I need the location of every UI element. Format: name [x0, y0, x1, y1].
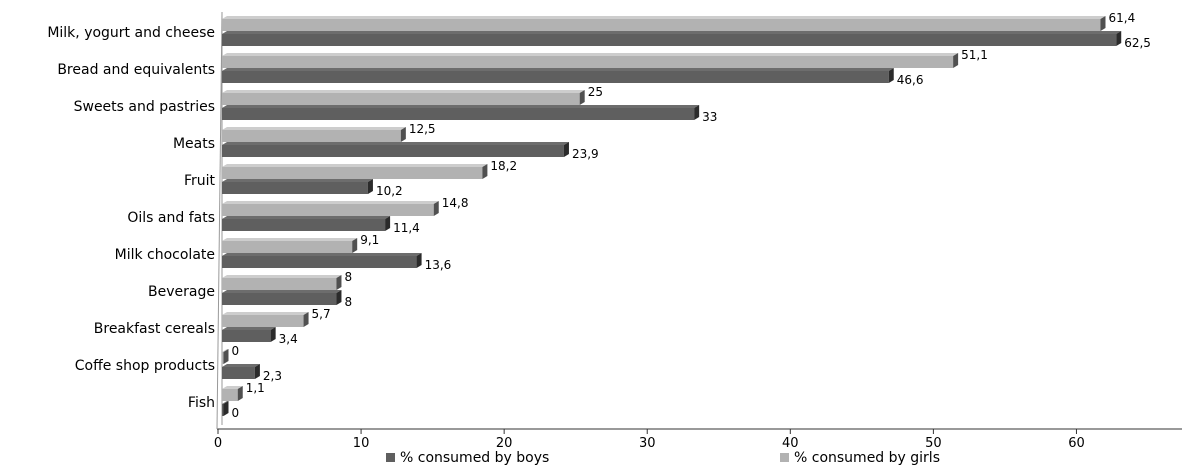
category-label: Milk chocolate: [115, 247, 215, 263]
category-labels: Milk, yogurt and cheese Bread and equival…: [47, 25, 215, 411]
value-label: 8: [344, 270, 352, 284]
bar-boys: [222, 216, 391, 231]
x-tick-label: 30: [639, 436, 656, 451]
value-label: 13,6: [425, 258, 452, 272]
value-label: 9,1: [360, 233, 379, 247]
value-label: 0: [232, 406, 240, 420]
value-label: 14,8: [442, 196, 469, 210]
bar-girls: [222, 201, 439, 216]
chart-bars: 61,4 62,5 51,1 46,6 25 33 12,5 23,9 18,2 10,2 14,8…: [222, 11, 1151, 420]
value-label: 3,4: [279, 332, 298, 346]
bar-girls: [222, 386, 243, 401]
bar-girls: [222, 238, 358, 253]
value-label: 5,7: [312, 307, 331, 321]
bar-boys: [222, 253, 422, 268]
category-label: Sweets and pastries: [74, 99, 215, 115]
value-label: 2,3: [263, 369, 282, 383]
x-axis-ticks: 0 10 20 30 40 50 60: [214, 429, 1085, 451]
bar-boys: [222, 290, 342, 305]
value-label: 18,2: [490, 159, 517, 173]
value-label: 33: [702, 110, 717, 124]
category-label: Meats: [173, 136, 215, 152]
bar-boys: [222, 401, 229, 416]
value-label: 51,1: [961, 48, 988, 62]
category-label: Oils and fats: [127, 210, 215, 226]
category-label: Beverage: [148, 284, 215, 300]
x-tick-label: 60: [1068, 436, 1085, 451]
category-label: Bread and equivalents: [57, 62, 215, 78]
bar-girls: [222, 349, 229, 364]
legend-swatch-boys: [386, 453, 395, 462]
value-label: 11,4: [393, 221, 420, 235]
value-label: 62,5: [1124, 36, 1151, 50]
bar-girls: [222, 275, 342, 290]
x-tick-label: 40: [782, 436, 799, 451]
bar-boys: [222, 105, 700, 120]
legend-label-boys: % consumed by boys: [400, 450, 549, 466]
value-label: 1,1: [246, 381, 265, 395]
value-label: 23,9: [572, 147, 599, 161]
category-label: Fish: [188, 395, 215, 411]
legend-label-girls: % consumed by girls: [794, 450, 940, 466]
value-label: 0: [232, 344, 240, 358]
value-label: 46,6: [897, 73, 924, 87]
bar-boys: [222, 142, 569, 157]
value-label: 12,5: [409, 122, 436, 136]
value-label: 8: [344, 295, 352, 309]
category-label: Breakfast cereals: [94, 321, 215, 337]
bar-girls: [222, 164, 488, 179]
x-tick-label: 0: [214, 436, 222, 451]
bar-girls: [222, 16, 1106, 31]
value-label: 10,2: [376, 184, 403, 198]
bar-girls: [222, 127, 406, 142]
bar-girls: [222, 53, 959, 68]
bar-boys: [222, 68, 894, 83]
bar-girls: [222, 312, 309, 327]
category-label: Fruit: [184, 173, 216, 189]
bar-boys: [222, 327, 276, 342]
value-label: 61,4: [1108, 11, 1135, 25]
value-label: 25: [588, 85, 603, 99]
category-label: Coffe shop products: [75, 358, 215, 374]
bar-boys: [222, 364, 260, 379]
x-tick-label: 10: [353, 436, 370, 451]
bar-boys: [222, 179, 373, 194]
x-tick-label: 20: [496, 436, 513, 451]
legend: % consumed by boys % consumed by girls: [386, 450, 940, 466]
bar-boys: [222, 31, 1122, 46]
legend-swatch-girls: [780, 453, 789, 462]
y-axis-depth-line: [216, 11, 223, 430]
bar-girls: [222, 90, 585, 105]
x-tick-label: 50: [925, 436, 942, 451]
category-label: Milk, yogurt and cheese: [47, 25, 215, 41]
